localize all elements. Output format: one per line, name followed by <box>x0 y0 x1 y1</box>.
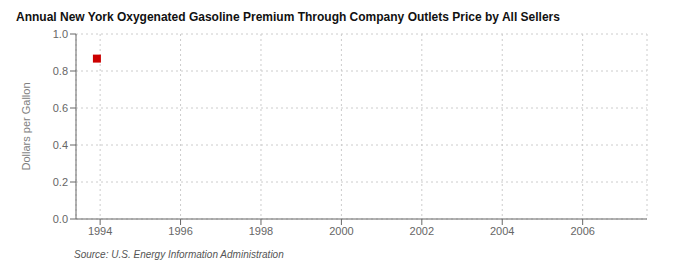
svg-text:1996: 1996 <box>168 225 192 237</box>
svg-text:0.0: 0.0 <box>53 213 68 225</box>
svg-text:1.0: 1.0 <box>53 28 68 40</box>
svg-text:0.4: 0.4 <box>53 139 68 151</box>
svg-text:1998: 1998 <box>249 225 273 237</box>
svg-text:1994: 1994 <box>88 225 112 237</box>
svg-text:0.6: 0.6 <box>53 102 68 114</box>
svg-text:2004: 2004 <box>490 225 514 237</box>
svg-text:0.2: 0.2 <box>53 176 68 188</box>
svg-text:0.8: 0.8 <box>53 65 68 77</box>
svg-text:2002: 2002 <box>410 225 434 237</box>
svg-text:2006: 2006 <box>570 225 594 237</box>
svg-text:2000: 2000 <box>329 225 353 237</box>
html-text:Source: U.S. Energy Informatio: Source: U.S. Energy Information Administ… <box>74 249 284 260</box>
svg-text:Dollars per Gallon: Dollars per Gallon <box>20 82 32 170</box>
html-text:Annual New York Oxygenated Gas: Annual New York Oxygenated Gasoline Prem… <box>16 10 560 24</box>
